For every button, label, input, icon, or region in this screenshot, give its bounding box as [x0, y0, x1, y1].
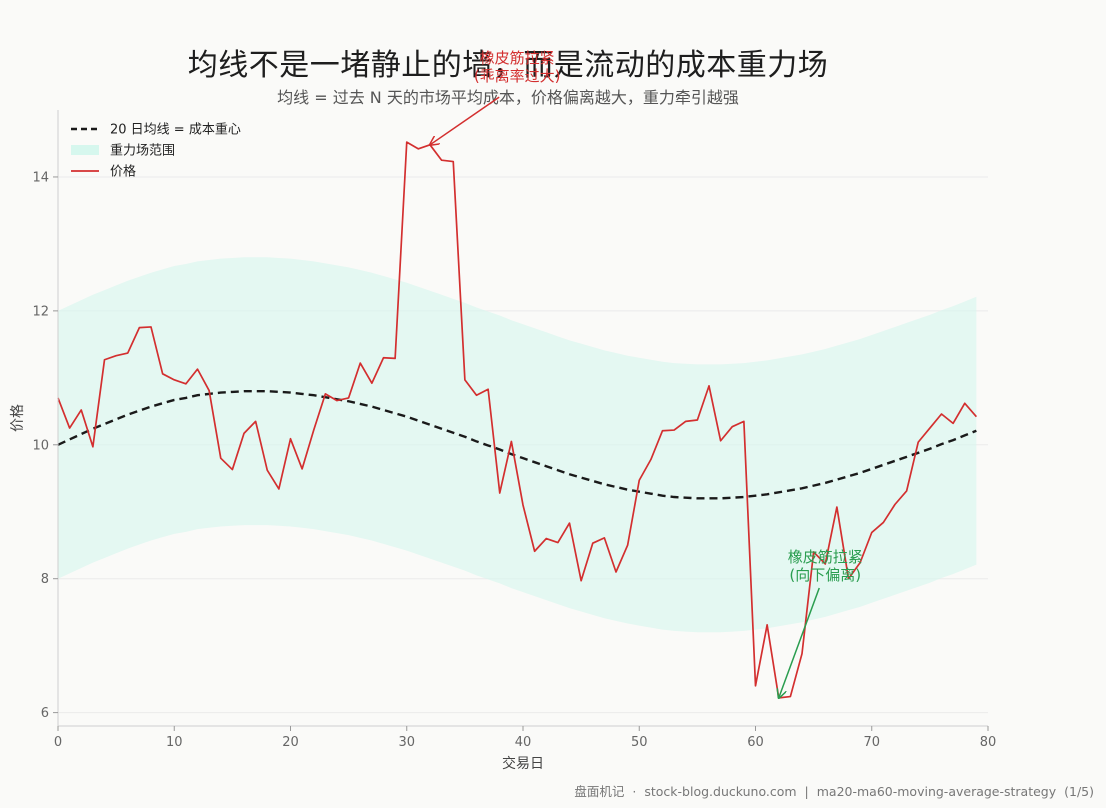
x-tick-label: 60 — [747, 735, 764, 750]
annotation-arrow-up — [430, 96, 500, 145]
x-tick-label: 20 — [282, 735, 299, 750]
x-tick-label: 80 — [980, 735, 997, 750]
y-axis-label: 价格 — [10, 404, 26, 432]
x-tick-label: 40 — [515, 735, 532, 750]
chart-subtitle: 均线 = 过去 N 天的市场平均成本，价格偏离越大，重力牵引越强 — [277, 88, 739, 107]
footer-divider: | — [804, 784, 809, 799]
footer-slug: ma20-ma60-moving-average-strategy — [816, 784, 1057, 799]
annotation-text-down: 橡皮筋拉紧 — [788, 548, 863, 566]
footer-separator: · — [632, 784, 637, 799]
x-tick-label: 50 — [631, 735, 648, 750]
x-tick-label: 30 — [398, 735, 415, 750]
y-tick-label: 8 — [41, 572, 49, 587]
y-tick-label: 14 — [32, 170, 49, 185]
legend-label-ma: 20 日均线 = 成本重心 — [110, 122, 241, 138]
annotation-text-down: (向下偏离) — [789, 566, 861, 584]
annotation-text-up: 橡皮筋拉紧 — [480, 49, 555, 67]
x-axis-label: 交易日 — [502, 755, 544, 772]
ma-line — [57, 390, 977, 500]
x-tick-label: 70 — [863, 735, 880, 750]
price-line — [57, 141, 978, 699]
annotation-arrow-down — [779, 587, 820, 698]
footer-brand: 盘面机记 — [574, 784, 625, 799]
legend-swatch-band — [71, 145, 99, 155]
legend-label-price: 价格 — [110, 164, 136, 180]
x-tick-label: 10 — [166, 735, 183, 750]
annotation-text-up: (乖离率过大) — [474, 67, 561, 85]
y-tick-label: 10 — [32, 438, 49, 453]
footer-site: stock-blog.duckuno.com — [644, 784, 797, 799]
gravity-band — [58, 257, 977, 633]
x-tick-label: 0 — [54, 735, 62, 750]
chart-title: 均线不是一堵静止的墙，而是流动的成本重力场 — [187, 48, 829, 83]
footer-page-index: (1/5) — [1064, 784, 1094, 799]
legend-label-band: 重力场范围 — [110, 143, 175, 159]
footer: 盘面机记 · stock-blog.duckuno.com | ma20-ma6… — [572, 781, 1096, 800]
y-tick-label: 12 — [32, 304, 49, 319]
y-tick-label: 6 — [41, 706, 49, 721]
